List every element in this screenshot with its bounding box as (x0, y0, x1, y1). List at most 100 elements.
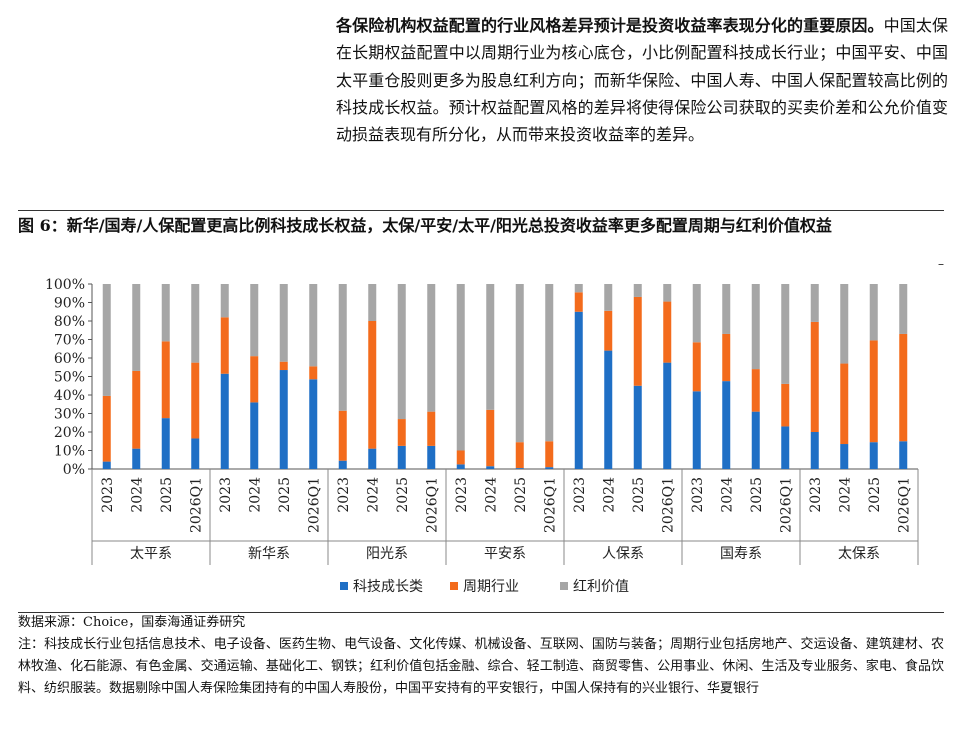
bar-segment (545, 284, 554, 442)
y-tick-label: 40% (54, 388, 85, 404)
figure-title-dash: – (938, 257, 944, 271)
bar-segment (869, 442, 878, 469)
bar-segment (781, 426, 790, 469)
bar-segment (633, 284, 642, 297)
x-tick-label: 2023 (100, 477, 116, 513)
x-tick-label: 2025 (631, 477, 647, 513)
y-tick-label: 100% (45, 277, 85, 293)
bar-segment (102, 395, 111, 462)
x-tick-label: 2026Q1 (424, 477, 440, 533)
group-label: 平安系 (484, 546, 526, 562)
x-tick-label: 2024 (719, 477, 735, 513)
bar-segment (840, 284, 849, 364)
bar-segment (515, 442, 524, 469)
y-tick-label: 60% (54, 351, 85, 367)
legend-swatch (560, 582, 568, 590)
bar-segment (633, 296, 642, 386)
bar-segment (781, 284, 790, 384)
chart-bars (102, 284, 908, 469)
x-tick-label: 2026Q1 (660, 477, 676, 533)
x-tick-label: 2023 (690, 477, 706, 513)
y-tick-label: 50% (54, 370, 85, 386)
intro-bold-sentence: 各保险机构权益配置的行业风格差异预计是投资收益率表现分化的重要原因。 (336, 16, 884, 35)
source-top-rule (18, 612, 944, 613)
bar-segment (899, 333, 908, 442)
bar-segment (633, 385, 642, 469)
x-tick-label: 2023 (808, 477, 824, 513)
bar-segment (899, 284, 908, 334)
bar-segment (751, 369, 760, 412)
bar-segment (604, 350, 613, 469)
x-tick-label: 2025 (159, 477, 175, 513)
y-tick-label: 20% (54, 425, 85, 441)
bar-segment (869, 340, 878, 443)
bar-segment (869, 284, 878, 341)
bar-segment (279, 284, 288, 362)
bar-segment (692, 342, 701, 392)
y-tick-label: 0% (63, 462, 85, 478)
bar-segment (250, 402, 259, 469)
bar-segment (604, 310, 613, 351)
x-tick-label: 2025 (749, 477, 765, 513)
bar-segment (722, 284, 731, 334)
bar-segment (456, 450, 465, 465)
bar-segment (781, 383, 790, 427)
bar-segment (279, 370, 288, 469)
bar-segment (515, 284, 524, 443)
bar-segment (515, 468, 524, 469)
bar-segment (722, 381, 731, 469)
group-label: 国寿系 (720, 545, 762, 562)
bar-segment (220, 373, 229, 469)
intro-body-text: 中国太保在长期权益配置中以周期行业为核心底仓，小比例配置科技成长行业；中国平安、… (336, 16, 948, 145)
x-tick-label: 2024 (601, 477, 617, 513)
bar-segment (810, 284, 819, 322)
x-tick-label: 2025 (513, 477, 529, 513)
bar-segment (692, 284, 701, 343)
x-tick-label: 2025 (277, 477, 293, 513)
x-tick-label: 2026Q1 (542, 477, 558, 533)
figure-title: 图 6：新华/国寿/人保配置更高比例科技成长权益，太保/平安/太平/阳光总投资收… (18, 216, 832, 235)
title-top-rule (18, 210, 944, 211)
group-label: 人保系 (602, 546, 644, 562)
bar-segment (486, 466, 495, 469)
chart-axes (88, 283, 919, 565)
bar-segment (574, 311, 583, 469)
bar-segment (692, 391, 701, 469)
bar-segment (250, 284, 259, 357)
x-tick-label: 2023 (454, 477, 470, 513)
legend-label: 科技成长类 (353, 579, 423, 595)
bar-segment (899, 441, 908, 469)
bar-segment (574, 292, 583, 312)
x-tick-label: 2025 (867, 477, 883, 513)
bar-segment (220, 317, 229, 374)
bar-segment (810, 432, 819, 469)
bar-segment (456, 284, 465, 451)
bar-segment (279, 361, 288, 371)
stacked-bar-chart: 0% 10% 20% 30% 40% 50% 60% 70% 80% 90% 100% 2023 202… (45, 277, 919, 595)
bar-segment (309, 284, 318, 367)
bar-segment (751, 284, 760, 370)
bar-segment (250, 356, 259, 403)
bar-segment (132, 370, 141, 449)
bar-segment (840, 444, 849, 469)
bar-segment (309, 366, 318, 380)
bar-segment (545, 467, 554, 469)
x-tick-label: 2023 (218, 477, 234, 513)
bar-segment (132, 284, 141, 371)
y-tick-label: 10% (54, 444, 85, 460)
bar-segment (751, 411, 760, 469)
bar-segment (368, 284, 377, 321)
legend-label: 周期行业 (463, 579, 519, 595)
group-label: 太平系 (130, 546, 172, 562)
bar-segment (545, 441, 554, 468)
bar-segment (397, 445, 406, 469)
chart-labels: 0% 10% 20% 30% 40% 50% 60% 70% 80% 90% 100% 2023 202… (45, 277, 912, 562)
bar-segment (574, 284, 583, 293)
bar-segment (840, 363, 849, 445)
x-tick-label: 2026Q1 (778, 477, 794, 533)
bar-segment (456, 464, 465, 469)
y-tick-label: 70% (54, 333, 85, 349)
legend-label: 红利价值 (573, 579, 629, 595)
bar-segment (191, 438, 200, 469)
legend-swatch (450, 582, 458, 590)
